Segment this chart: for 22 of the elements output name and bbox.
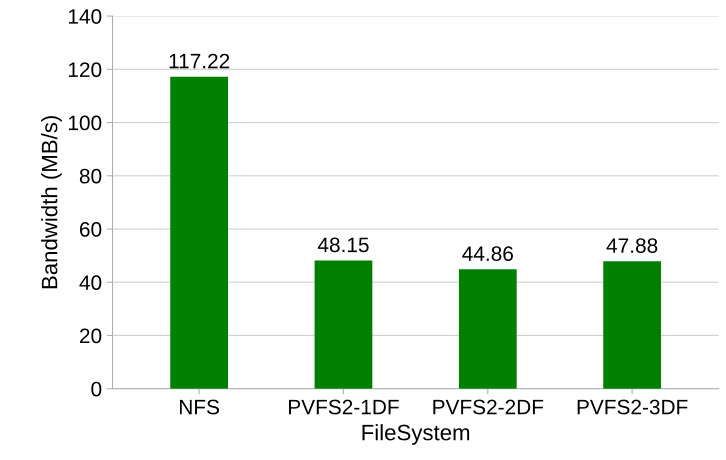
y-tick-label: 60 bbox=[80, 222, 102, 237]
bar bbox=[603, 261, 662, 389]
y-tick-label: 20 bbox=[80, 328, 102, 344]
data-label: 48.15 bbox=[318, 238, 369, 252]
x-tick-label: PVFS2-1DF bbox=[289, 400, 399, 414]
data-label: 47.88 bbox=[606, 238, 658, 253]
y-tick-label: 120 bbox=[68, 62, 102, 78]
x-tick-label: NFS bbox=[180, 400, 220, 414]
x-tick-label: PVFS2-3DF bbox=[578, 400, 688, 414]
x-tick-label: PVFS2-2DF bbox=[433, 400, 544, 414]
x-axis-title: FileSystem bbox=[362, 424, 470, 445]
y-tick-label: 140 bbox=[68, 9, 102, 24]
data-label: 117.22 bbox=[170, 54, 230, 68]
bar bbox=[170, 76, 228, 389]
bar bbox=[314, 260, 372, 389]
bar bbox=[458, 269, 517, 389]
y-axis-title: Bandwidth (MB/s) bbox=[41, 116, 62, 288]
y-tick-label: 80 bbox=[80, 168, 102, 184]
y-tick-label: 40 bbox=[79, 275, 102, 290]
y-tick-label: 0 bbox=[91, 382, 102, 396]
y-tick-label: 100 bbox=[68, 116, 102, 130]
data-label: 44.86 bbox=[462, 246, 513, 262]
